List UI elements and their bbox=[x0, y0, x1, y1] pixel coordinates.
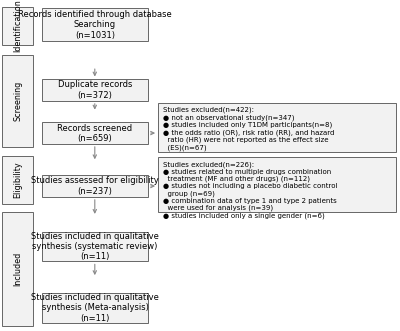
Text: Identification: Identification bbox=[13, 0, 22, 52]
Text: Records identified through database
Searching
(n=1031): Records identified through database Sear… bbox=[18, 10, 172, 40]
Text: Eligibility: Eligibility bbox=[13, 161, 22, 198]
Text: Records screened
(n=659): Records screened (n=659) bbox=[58, 123, 132, 143]
Text: Studies included in qualitative
synthesis (Meta-analysis)
(n=11): Studies included in qualitative synthesi… bbox=[31, 293, 159, 323]
Bar bbox=[158, 103, 396, 152]
Text: Included: Included bbox=[13, 252, 22, 286]
Bar bbox=[158, 157, 396, 212]
Bar bbox=[2, 212, 33, 326]
Text: Screening: Screening bbox=[13, 81, 22, 121]
Bar bbox=[2, 156, 33, 204]
Text: Studies excluded(n=422):
● not an observational study(n=347)
● studies included : Studies excluded(n=422): ● not an observ… bbox=[163, 107, 334, 151]
Bar bbox=[42, 122, 148, 144]
Text: Duplicate records
(n=372): Duplicate records (n=372) bbox=[58, 80, 132, 100]
Bar bbox=[42, 232, 148, 261]
Bar bbox=[42, 79, 148, 101]
Bar bbox=[2, 7, 33, 45]
Text: Studies included in qualitative
synthesis (systematic review)
(n=11): Studies included in qualitative synthesi… bbox=[31, 232, 159, 261]
Bar bbox=[42, 293, 148, 323]
Bar bbox=[2, 55, 33, 147]
Bar bbox=[42, 175, 148, 197]
Bar bbox=[42, 8, 148, 41]
Text: Studies excluded(n=226):
● studies related to multiple drugs combination
  treat: Studies excluded(n=226): ● studies relat… bbox=[163, 161, 337, 219]
Text: Studies assessed for eligibility
(n=237): Studies assessed for eligibility (n=237) bbox=[31, 176, 159, 196]
